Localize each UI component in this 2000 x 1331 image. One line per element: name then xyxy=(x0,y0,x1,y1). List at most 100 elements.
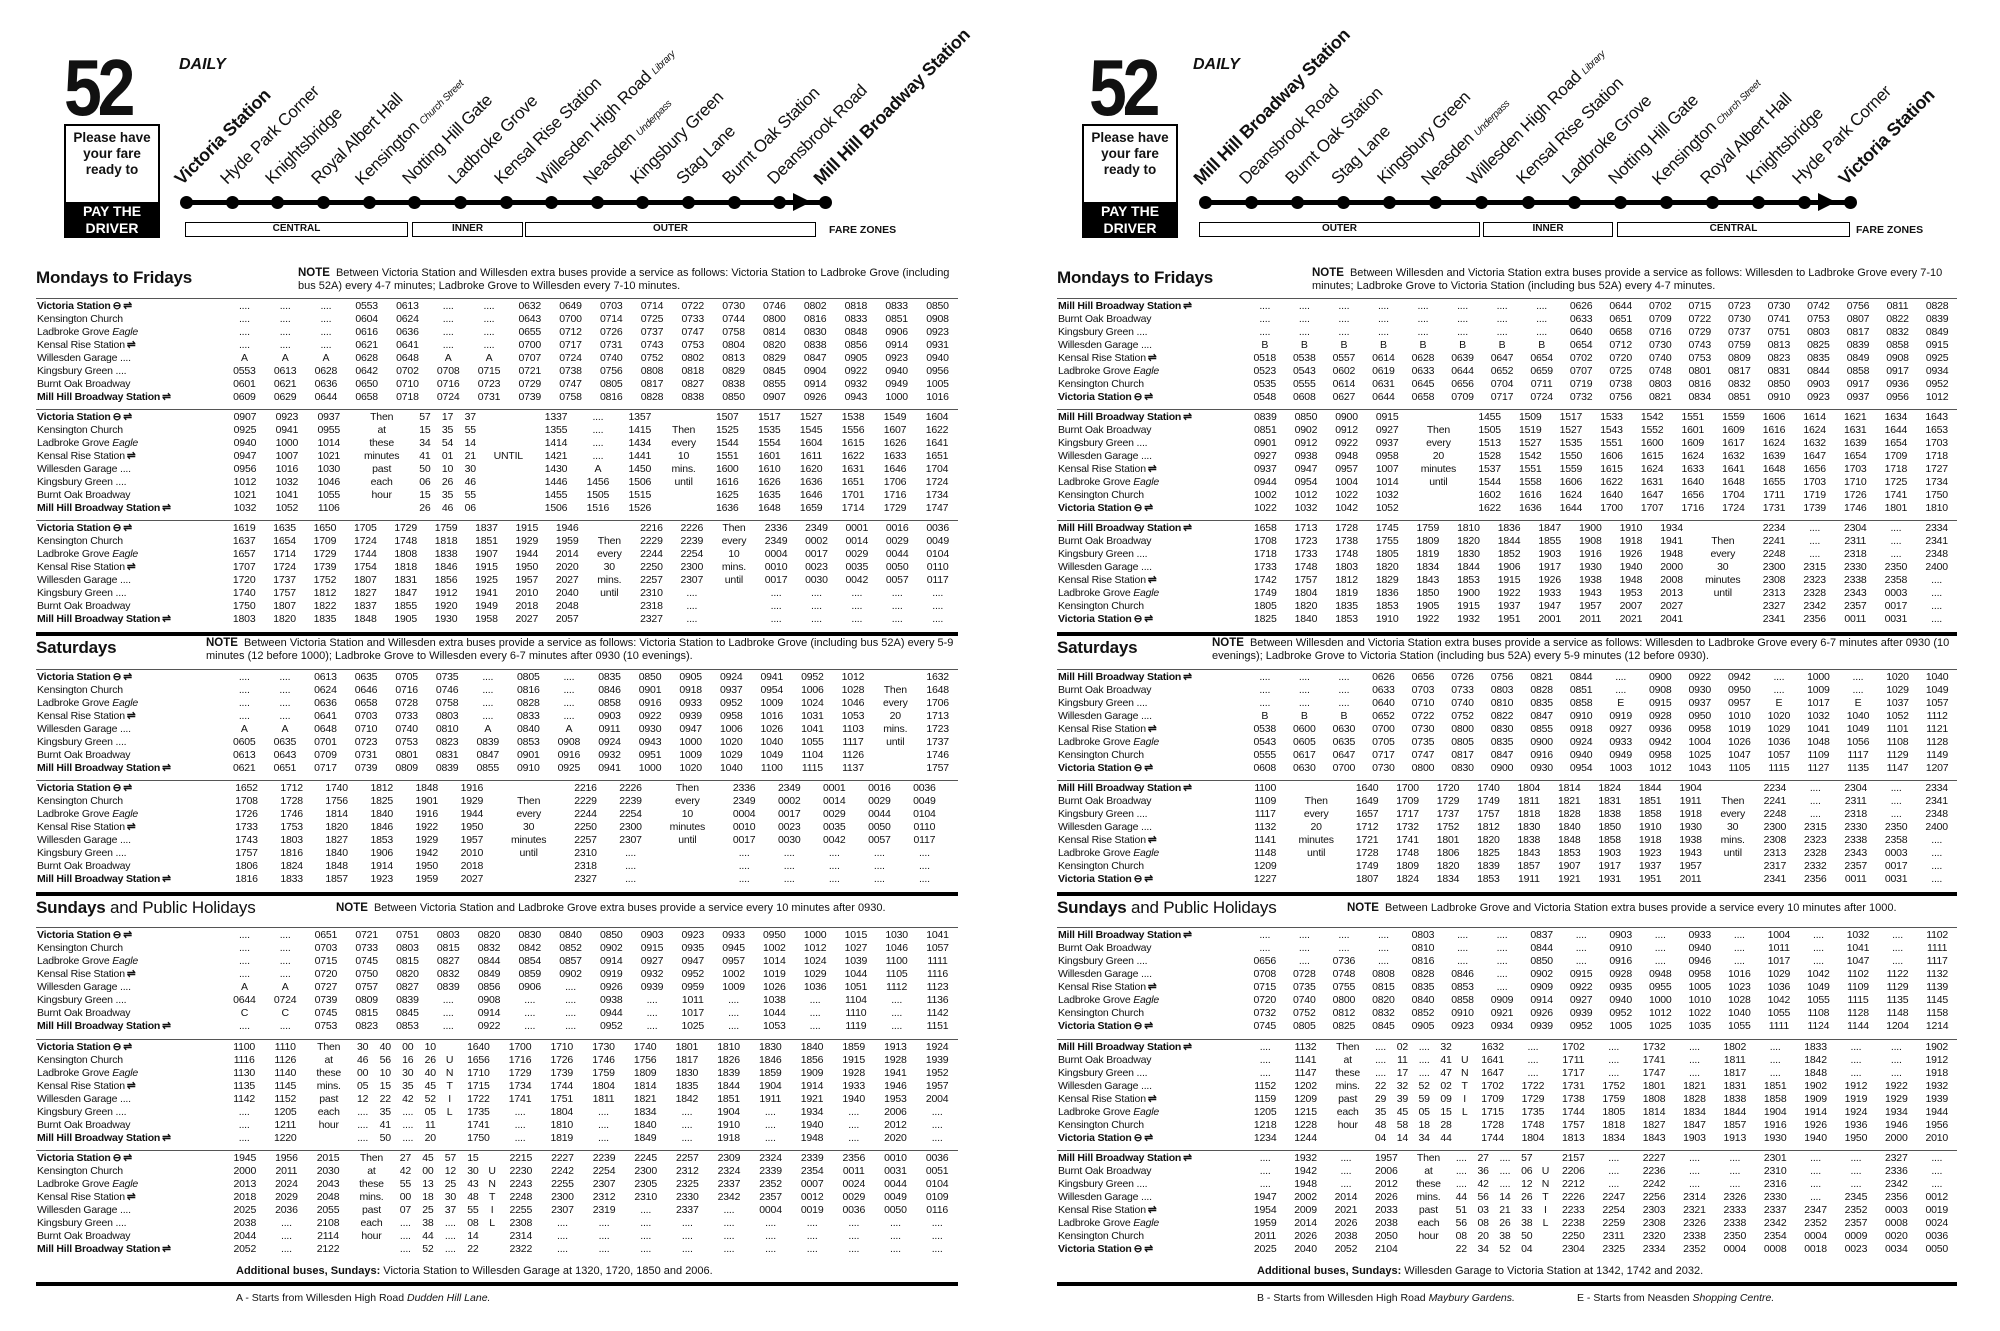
time-cell: 1844 xyxy=(1638,781,1662,794)
time-cell xyxy=(1692,613,1754,626)
time-cell: .... xyxy=(1375,1053,1386,1066)
time-cell: 1818 xyxy=(394,560,417,573)
time-cell: 1646 xyxy=(799,489,823,502)
time-cell: 0838 xyxy=(722,378,745,391)
time-cell: 2308 xyxy=(1763,833,1787,846)
stop-name-text: Kensal Rise Station xyxy=(1058,573,1146,586)
stop-name: Kensal Rise Station ⇌ xyxy=(36,338,224,351)
time-cell: 0822 xyxy=(1490,709,1514,722)
stop-name-text: Ladbroke Grove xyxy=(1058,587,1131,600)
stop-name: Mill Hill Broadway Station ⇌ xyxy=(36,1020,224,1033)
timetable-row: Burnt Oak Broadway 1806 1824 1848 1914 1950 20… xyxy=(36,860,958,873)
time-cell: 0839 xyxy=(1254,410,1277,423)
time-cell: 1046 xyxy=(317,476,341,489)
time-cell: 2338 xyxy=(1843,573,1867,586)
time-cell: 37 xyxy=(464,410,476,423)
route-number: 52 xyxy=(1089,43,1160,132)
time-cell: 1214 xyxy=(1925,1020,1949,1033)
time-cell: 52 xyxy=(1418,1079,1430,1092)
time-cell: 0748 xyxy=(1332,967,1356,980)
timetable-row: Burnt Oak Broadway 2044.... 2114 hour.... 44… xyxy=(36,1230,958,1243)
time-cell: 1805 xyxy=(1254,600,1277,613)
timetable-row: Victoria Station ⊖ ⇌ 1619 1635 1650 1705 1729 17… xyxy=(36,521,958,534)
time-cell: 0626 xyxy=(1569,299,1593,312)
stop-name-text: Kingsbury Green .... xyxy=(37,365,127,378)
time-cell: 2356 xyxy=(842,1151,866,1164)
time-cell: 1126 xyxy=(842,749,864,762)
underground-icon: ⊖ xyxy=(1133,613,1143,626)
time-cell: 0652 xyxy=(1372,709,1395,722)
time-cell: .... xyxy=(592,423,604,436)
time-cell: 2308 xyxy=(1642,1217,1666,1230)
time-cell: 44 xyxy=(422,1230,434,1243)
time-cell: 0739 xyxy=(518,391,542,404)
time-cell: 0720 xyxy=(1253,994,1277,1007)
time-cell: .... xyxy=(811,600,822,613)
time-cell: .... xyxy=(1729,1177,1741,1190)
time-cell: 1905 xyxy=(1416,600,1440,613)
time-cell: 1040 xyxy=(760,736,784,749)
route-stop-dot xyxy=(1475,196,1489,209)
time-cell: 30 xyxy=(523,820,535,833)
time-cell: 1752 xyxy=(1602,1079,1625,1092)
time-cell: 1707 xyxy=(232,560,256,573)
time-cell xyxy=(1538,1230,1553,1243)
time-cell: 0741 xyxy=(1767,312,1791,325)
route-stop-dot xyxy=(408,196,422,209)
time-cell: 0940 xyxy=(1569,749,1593,762)
time-cell: 1011 xyxy=(1767,941,1790,954)
time-cell: 2326 xyxy=(1683,1217,1706,1230)
time-cell: 1002 xyxy=(763,941,786,954)
time-cell: 0801 xyxy=(395,749,418,762)
time-cell: 1843 xyxy=(1642,1132,1666,1145)
time-cell: 1028 xyxy=(1728,994,1751,1007)
time-cell: 1929 xyxy=(1885,1092,1908,1105)
time-cell: 1056 xyxy=(1846,736,1870,749)
time-cell: I xyxy=(1463,1092,1467,1105)
time-cell: .... xyxy=(1689,1066,1700,1079)
time-cell: 0833 xyxy=(885,299,908,312)
time-cell: .... xyxy=(640,1230,652,1243)
time-cell: 1908 xyxy=(1579,534,1602,547)
time-cell: 45 xyxy=(1396,1106,1408,1119)
time-cell: .... xyxy=(738,873,750,886)
time-cell: 0001 xyxy=(845,521,869,534)
time-cell: 2327 xyxy=(640,613,663,626)
time-cell: 1820 xyxy=(1436,860,1460,873)
time-cell: 1434 xyxy=(628,436,652,449)
time-cell: 39 xyxy=(1396,1092,1408,1105)
stop-name: Ladbroke Grove Eagle xyxy=(36,1177,224,1190)
time-cell: 1027 xyxy=(844,941,868,954)
time-cell: 1656 xyxy=(1681,489,1705,502)
time-cell: 0036 xyxy=(1925,1230,1949,1243)
time-cell: 1012 xyxy=(1925,391,1949,404)
time-cell: 1914 xyxy=(800,1079,824,1092)
time-cell: 1517 xyxy=(757,410,781,423)
timetable-row: Willesden Garage .... B B B B B B B B 0654 0712 073… xyxy=(1057,338,1957,351)
time-cell: 2300 xyxy=(634,1164,657,1177)
time-cell: 1558 xyxy=(1518,476,1542,489)
time-cell: 1934 xyxy=(1885,1106,1908,1119)
stop-name: Kensal Rise Station ⇌ xyxy=(1057,573,1245,586)
time-cell: 1622 xyxy=(1600,476,1623,489)
time-cell: 0855 xyxy=(763,378,786,391)
time-cell: 1701 xyxy=(841,489,865,502)
time-cell: 1636 xyxy=(799,476,823,489)
timetable-page-towards-mill-hill: 52 Please have your fare ready to PAY THE … xyxy=(36,0,974,1331)
time-cell: 2254 xyxy=(619,807,642,820)
time-cell: 1712 xyxy=(1355,820,1379,833)
time-cell: 0847 xyxy=(1490,749,1514,762)
time-cell: 1040 xyxy=(1925,670,1949,683)
time-cell xyxy=(1408,489,1470,502)
time-cell: 1840 xyxy=(633,1119,657,1132)
time-cell: .... xyxy=(848,1217,860,1230)
time-cell: 0847 xyxy=(476,749,500,762)
time-cell: 2342 xyxy=(717,1190,741,1203)
time-cell: .... xyxy=(1457,312,1468,325)
time-cell: 2241 xyxy=(1762,534,1786,547)
time-cell: 0605 xyxy=(1293,736,1316,749)
time-cell: 1812 xyxy=(1477,820,1500,833)
stop-name: Kensal Rise Station ⇌ xyxy=(1057,462,1245,475)
time-cell: 1657 xyxy=(1355,807,1379,820)
time-cell: 1615 xyxy=(1600,462,1623,475)
